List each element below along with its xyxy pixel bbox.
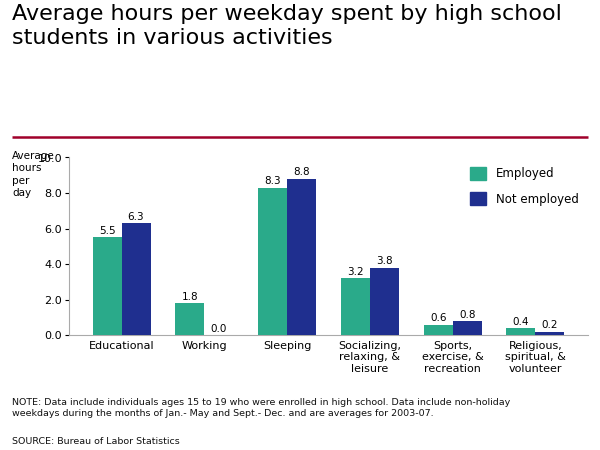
Text: 0.6: 0.6 xyxy=(430,313,446,323)
Bar xyxy=(287,179,316,335)
Bar xyxy=(175,303,205,335)
Bar xyxy=(258,188,287,335)
Legend: Employed, Not employed: Employed, Not employed xyxy=(466,163,582,209)
Text: 8.8: 8.8 xyxy=(293,167,310,177)
Text: 0.0: 0.0 xyxy=(211,324,227,334)
Text: SOURCE: Bureau of Labor Statistics: SOURCE: Bureau of Labor Statistics xyxy=(12,436,180,446)
Text: Average
hours
per
day: Average hours per day xyxy=(12,151,55,198)
Text: 5.5: 5.5 xyxy=(99,226,115,236)
Text: NOTE: Data include individuals ages 15 to 19 who were enrolled in high school. D: NOTE: Data include individuals ages 15 t… xyxy=(12,398,510,418)
Bar xyxy=(122,223,151,335)
Bar xyxy=(506,328,535,335)
Text: 6.3: 6.3 xyxy=(128,212,145,222)
Bar xyxy=(370,268,399,335)
Text: 0.4: 0.4 xyxy=(513,317,529,327)
Text: 8.3: 8.3 xyxy=(265,176,281,186)
Bar xyxy=(452,321,482,335)
Text: 3.8: 3.8 xyxy=(376,256,392,266)
Text: 0.2: 0.2 xyxy=(542,320,558,330)
Text: Average hours per weekday spent by high school
students in various activities: Average hours per weekday spent by high … xyxy=(12,4,562,49)
Bar xyxy=(341,279,370,335)
Bar xyxy=(92,238,122,335)
Bar xyxy=(535,332,565,335)
Text: 3.2: 3.2 xyxy=(347,267,364,277)
Text: 1.8: 1.8 xyxy=(182,292,198,302)
Bar xyxy=(424,324,452,335)
Text: 0.8: 0.8 xyxy=(459,310,475,320)
